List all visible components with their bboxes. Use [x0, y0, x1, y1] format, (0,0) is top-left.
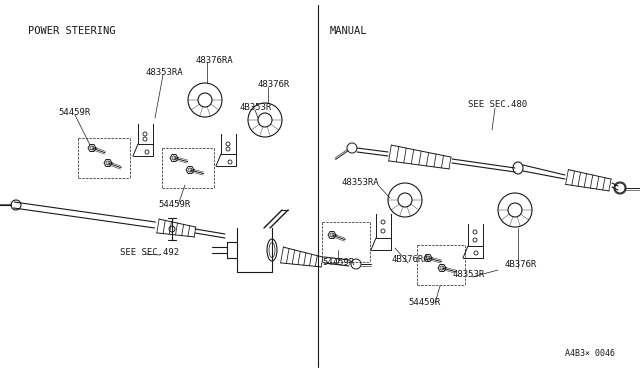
Text: 48353RA: 48353RA	[145, 68, 182, 77]
Text: 4B376RA: 4B376RA	[392, 255, 429, 264]
Text: 54459R: 54459R	[158, 200, 190, 209]
Text: 48353R: 48353R	[453, 270, 485, 279]
Text: A4B3× 0046: A4B3× 0046	[565, 349, 615, 358]
Text: 48376RA: 48376RA	[196, 56, 234, 65]
Text: SEE SEC.492: SEE SEC.492	[120, 248, 179, 257]
Text: 48376R: 48376R	[258, 80, 291, 89]
Text: POWER STEERING: POWER STEERING	[28, 26, 115, 36]
Text: 48353RA: 48353RA	[342, 178, 380, 187]
Text: 4B353R: 4B353R	[240, 103, 272, 112]
Text: 54459R: 54459R	[322, 258, 355, 267]
Text: 54459R: 54459R	[58, 108, 90, 117]
Text: 4B376R: 4B376R	[505, 260, 537, 269]
Text: 54459R: 54459R	[408, 298, 440, 307]
Text: SEE SEC.480: SEE SEC.480	[468, 100, 527, 109]
Text: MANUAL: MANUAL	[330, 26, 367, 36]
